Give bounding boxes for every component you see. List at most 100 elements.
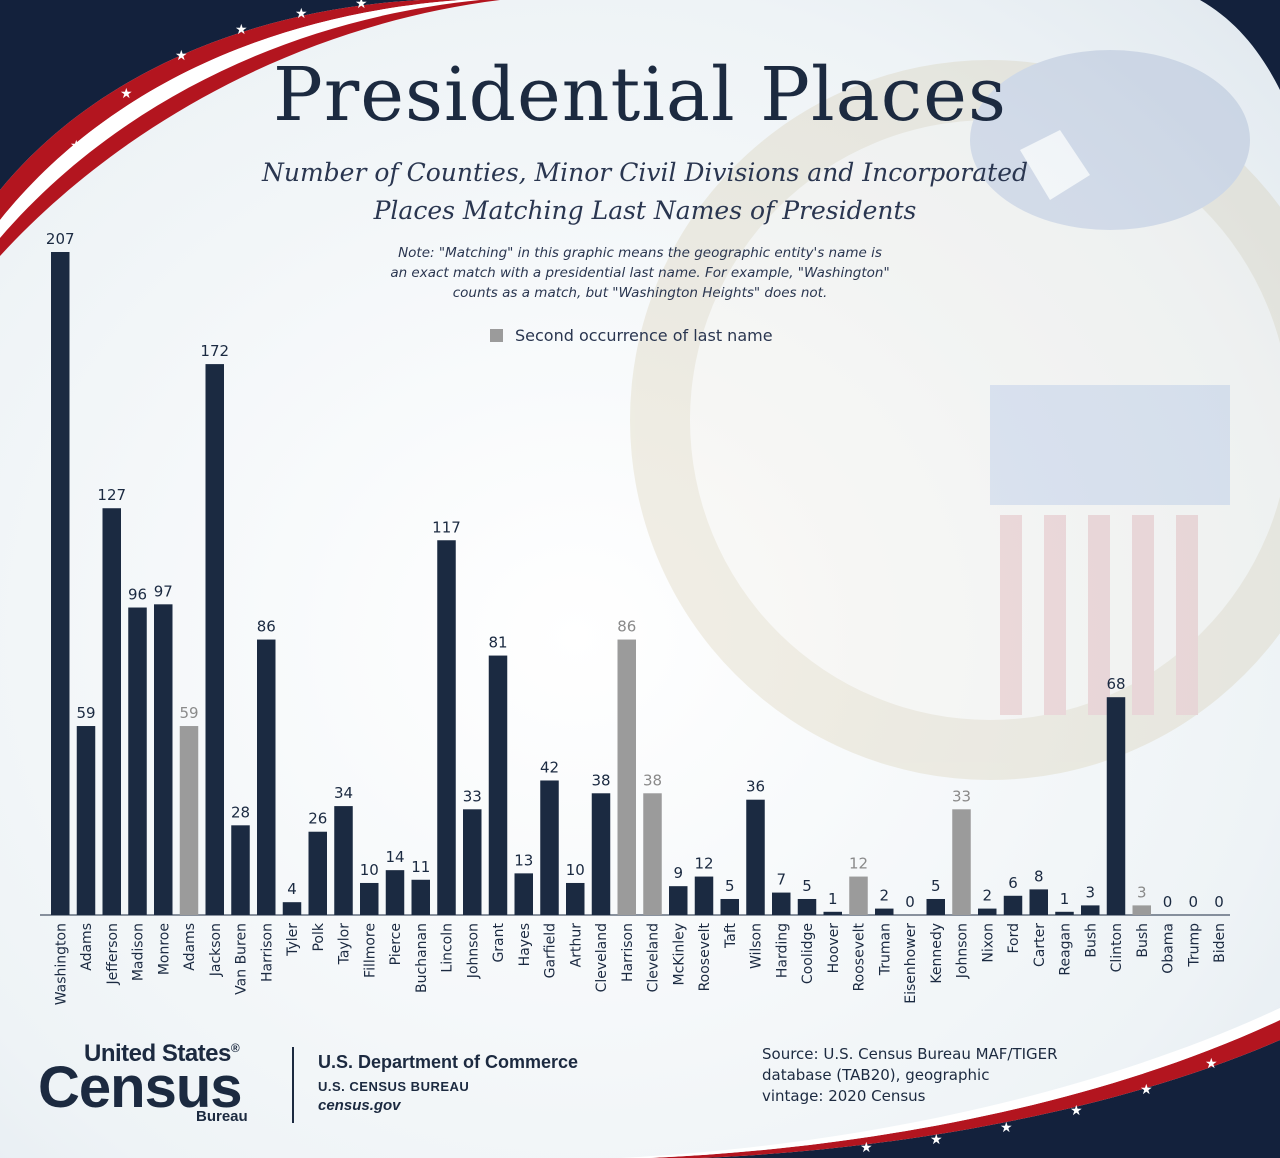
bar-bush-second xyxy=(1132,905,1151,915)
category-label: Johnson xyxy=(465,923,481,979)
value-label: 86 xyxy=(617,618,636,636)
note: Note: "Matching" in this graphic means t… xyxy=(340,243,940,303)
bar-jackson xyxy=(205,364,224,915)
value-label: 68 xyxy=(1106,675,1125,693)
value-label: 117 xyxy=(432,518,461,536)
value-label: 4 xyxy=(287,880,297,898)
value-label: 26 xyxy=(308,810,327,828)
bar-ford xyxy=(1003,895,1023,915)
value-label: 7 xyxy=(776,871,786,889)
bar-adams xyxy=(76,726,96,915)
legend-swatch-gray xyxy=(490,328,503,342)
category-label: Harding xyxy=(774,923,790,978)
bar-monroe xyxy=(154,604,173,915)
page-title: Presidential Places xyxy=(273,52,1007,138)
value-label: 12 xyxy=(694,855,713,873)
category-label: Cleveland xyxy=(594,923,610,992)
value-label: 42 xyxy=(540,758,559,776)
faint-seal xyxy=(630,50,1280,780)
value-label: 81 xyxy=(488,634,507,652)
bar-bush xyxy=(1081,905,1100,915)
category-label: Obama xyxy=(1161,923,1177,974)
value-label: 3 xyxy=(1137,883,1147,901)
source-line-1: Source: U.S. Census Bureau MAF/TIGER xyxy=(762,1045,1058,1063)
value-label: 207 xyxy=(46,230,75,248)
bar-taft xyxy=(720,898,739,915)
bar-harrison-second xyxy=(617,639,636,915)
category-label: Hayes xyxy=(517,923,533,966)
value-label: 6 xyxy=(1008,874,1018,892)
bar-van-buren xyxy=(231,825,250,915)
value-label: 1 xyxy=(1060,890,1070,908)
legend: Second occurrence of last name xyxy=(490,325,773,345)
bar-jefferson xyxy=(102,508,121,915)
census-logo: United States® Census Bureau xyxy=(38,1040,288,1130)
bar-clinton xyxy=(1106,697,1126,915)
category-label: Roosevelt xyxy=(852,922,868,991)
bar-taylor xyxy=(334,806,353,915)
note-line-3: counts as a match, but "Washington Heigh… xyxy=(452,285,828,301)
svg-text:★: ★ xyxy=(930,1132,943,1148)
value-label: 0 xyxy=(1163,893,1173,911)
bar-hoover xyxy=(823,911,842,915)
category-label: Lincoln xyxy=(440,923,456,973)
category-label: Wilson xyxy=(749,923,765,969)
logo-census: Census xyxy=(38,1055,243,1120)
category-label: Washington xyxy=(53,923,69,1005)
bottom-stripe-navy xyxy=(700,1040,1280,1158)
category-label: Cleveland xyxy=(646,923,662,992)
category-label: Van Buren xyxy=(234,923,250,995)
category-label: Taft xyxy=(723,923,739,949)
value-label: 11 xyxy=(411,858,430,876)
bar-mckinley xyxy=(669,886,688,915)
website-link[interactable]: census.gov xyxy=(318,1097,401,1114)
category-label: Ford xyxy=(1006,923,1022,954)
value-label: 12 xyxy=(849,855,868,873)
category-label: Garfield xyxy=(543,923,559,978)
bar-madison xyxy=(128,607,147,915)
value-label: 13 xyxy=(514,851,533,869)
category-label: Harrison xyxy=(259,923,275,982)
value-label: 33 xyxy=(463,787,482,805)
category-label: Clinton xyxy=(1109,923,1125,972)
bar-wilson xyxy=(746,799,765,915)
value-label: 0 xyxy=(1214,893,1224,911)
bar-adams-second xyxy=(179,726,199,915)
bar-johnson xyxy=(463,809,482,915)
source-line-3: vintage: 2020 Census xyxy=(762,1087,926,1105)
value-label: 2 xyxy=(982,887,992,905)
value-label: 38 xyxy=(643,771,662,789)
value-label: 5 xyxy=(931,877,941,895)
value-label: 10 xyxy=(566,861,585,879)
value-label: 9 xyxy=(673,864,683,882)
value-label: 33 xyxy=(952,787,971,805)
category-label: Hoover xyxy=(826,923,842,974)
value-label: 0 xyxy=(905,893,915,911)
value-label: 36 xyxy=(746,778,765,796)
category-label: Reagan xyxy=(1058,923,1074,976)
category-label: Kennedy xyxy=(929,923,945,984)
bar-buchanan xyxy=(411,879,430,915)
value-label: 127 xyxy=(97,486,126,504)
corner-navy-right xyxy=(1200,0,1280,90)
category-label: Johnson xyxy=(955,923,971,979)
category-label: Biden xyxy=(1212,923,1228,963)
category-label: Monroe xyxy=(156,923,172,975)
bar-harding xyxy=(772,892,791,915)
value-label: 172 xyxy=(200,342,229,360)
value-label: 59 xyxy=(179,704,198,722)
bar-roosevelt xyxy=(694,876,714,915)
value-label: 96 xyxy=(128,586,147,604)
bar-cleveland xyxy=(591,793,611,915)
bar-pierce xyxy=(385,870,405,915)
logo-bureau: Bureau xyxy=(196,1108,248,1125)
corner-stripe-red xyxy=(0,0,460,220)
category-label: Roosevelt xyxy=(697,922,713,991)
bar-nixon xyxy=(978,908,997,915)
bar-harrison xyxy=(257,639,276,915)
subtitle: Number of Counties, Minor Civil Division… xyxy=(220,154,1070,230)
bar-hayes xyxy=(514,873,533,915)
source-line-2: database (TAB20), geographic xyxy=(762,1066,990,1084)
